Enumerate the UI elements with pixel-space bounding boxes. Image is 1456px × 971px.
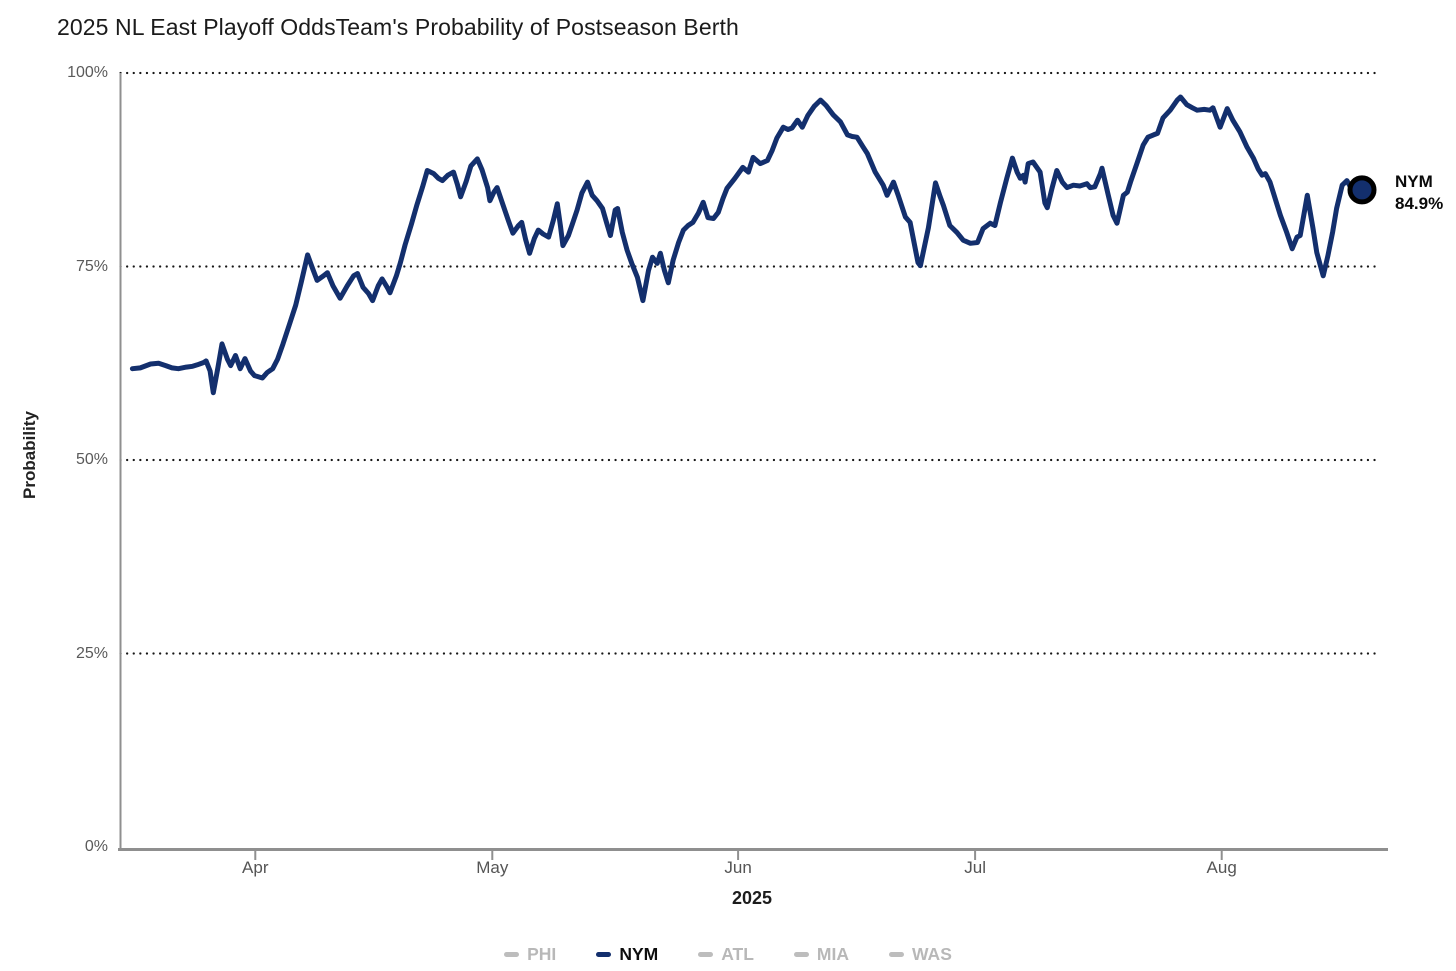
legend-label: PHI — [527, 944, 557, 964]
y-tick-label-100pct: 100% — [67, 64, 108, 81]
legend-item-atl[interactable]: ATL — [698, 944, 754, 965]
y-axis-label: Probability — [20, 411, 39, 499]
legend-swatch-phi — [504, 951, 520, 958]
legend-swatch-nym — [596, 951, 612, 958]
legend-item-was[interactable]: WAS — [889, 944, 952, 965]
x-axis-year-label: 2025 — [731, 888, 773, 908]
y-axis-tick-labels: 0% 25% 50% 75% 100% — [0, 0, 108, 971]
x-tick-label-aug: Aug — [1206, 858, 1237, 877]
y-tick-label-50pct: 50% — [75, 451, 108, 468]
y-tick-label-25pct: 25% — [75, 644, 108, 662]
legend-swatch-atl — [698, 951, 714, 958]
end-marker — [1347, 175, 1377, 205]
end-point-callout: NYM 84.9% — [1395, 171, 1443, 215]
legend-label: WAS — [912, 944, 952, 964]
chart-subtitle: Team's Probability of Postseason Berth — [335, 14, 739, 40]
x-axis-tick-labels: Apr May Jun Jul Aug — [0, 858, 1456, 882]
legend-swatch-mia — [793, 951, 809, 958]
legend-label: ATL — [721, 944, 754, 964]
legend-item-mia[interactable]: MIA — [793, 944, 849, 965]
y-tick-label-75pct: 75% — [75, 257, 108, 275]
x-tick-label-may: May — [476, 858, 509, 877]
probability-line-nym — [129, 94, 1365, 396]
chart-title: 2025 NL East Playoff OddsTeam's Probabil… — [57, 14, 739, 41]
x-tick-label-jul: Jul — [964, 858, 986, 877]
end-label-team: NYM — [1395, 171, 1433, 191]
x-tick-label-apr: Apr — [242, 858, 269, 877]
legend-label: MIA — [816, 944, 849, 964]
end-label-value: 84.9% — [1395, 193, 1444, 213]
legend-item-nym[interactable]: NYM — [596, 944, 658, 965]
legend-item-phi[interactable]: PHI — [504, 944, 556, 965]
legend-label: NYM — [619, 944, 659, 964]
chart-title-main: 2025 NL East Playoff Odds — [57, 14, 336, 40]
legend-swatch-was — [889, 951, 904, 958]
x-tick-label-jun: Jun — [724, 858, 752, 877]
legend: PHI NYM ATL MIA WAS — [0, 944, 1456, 965]
y-tick-label-0pct: 0% — [84, 838, 108, 855]
